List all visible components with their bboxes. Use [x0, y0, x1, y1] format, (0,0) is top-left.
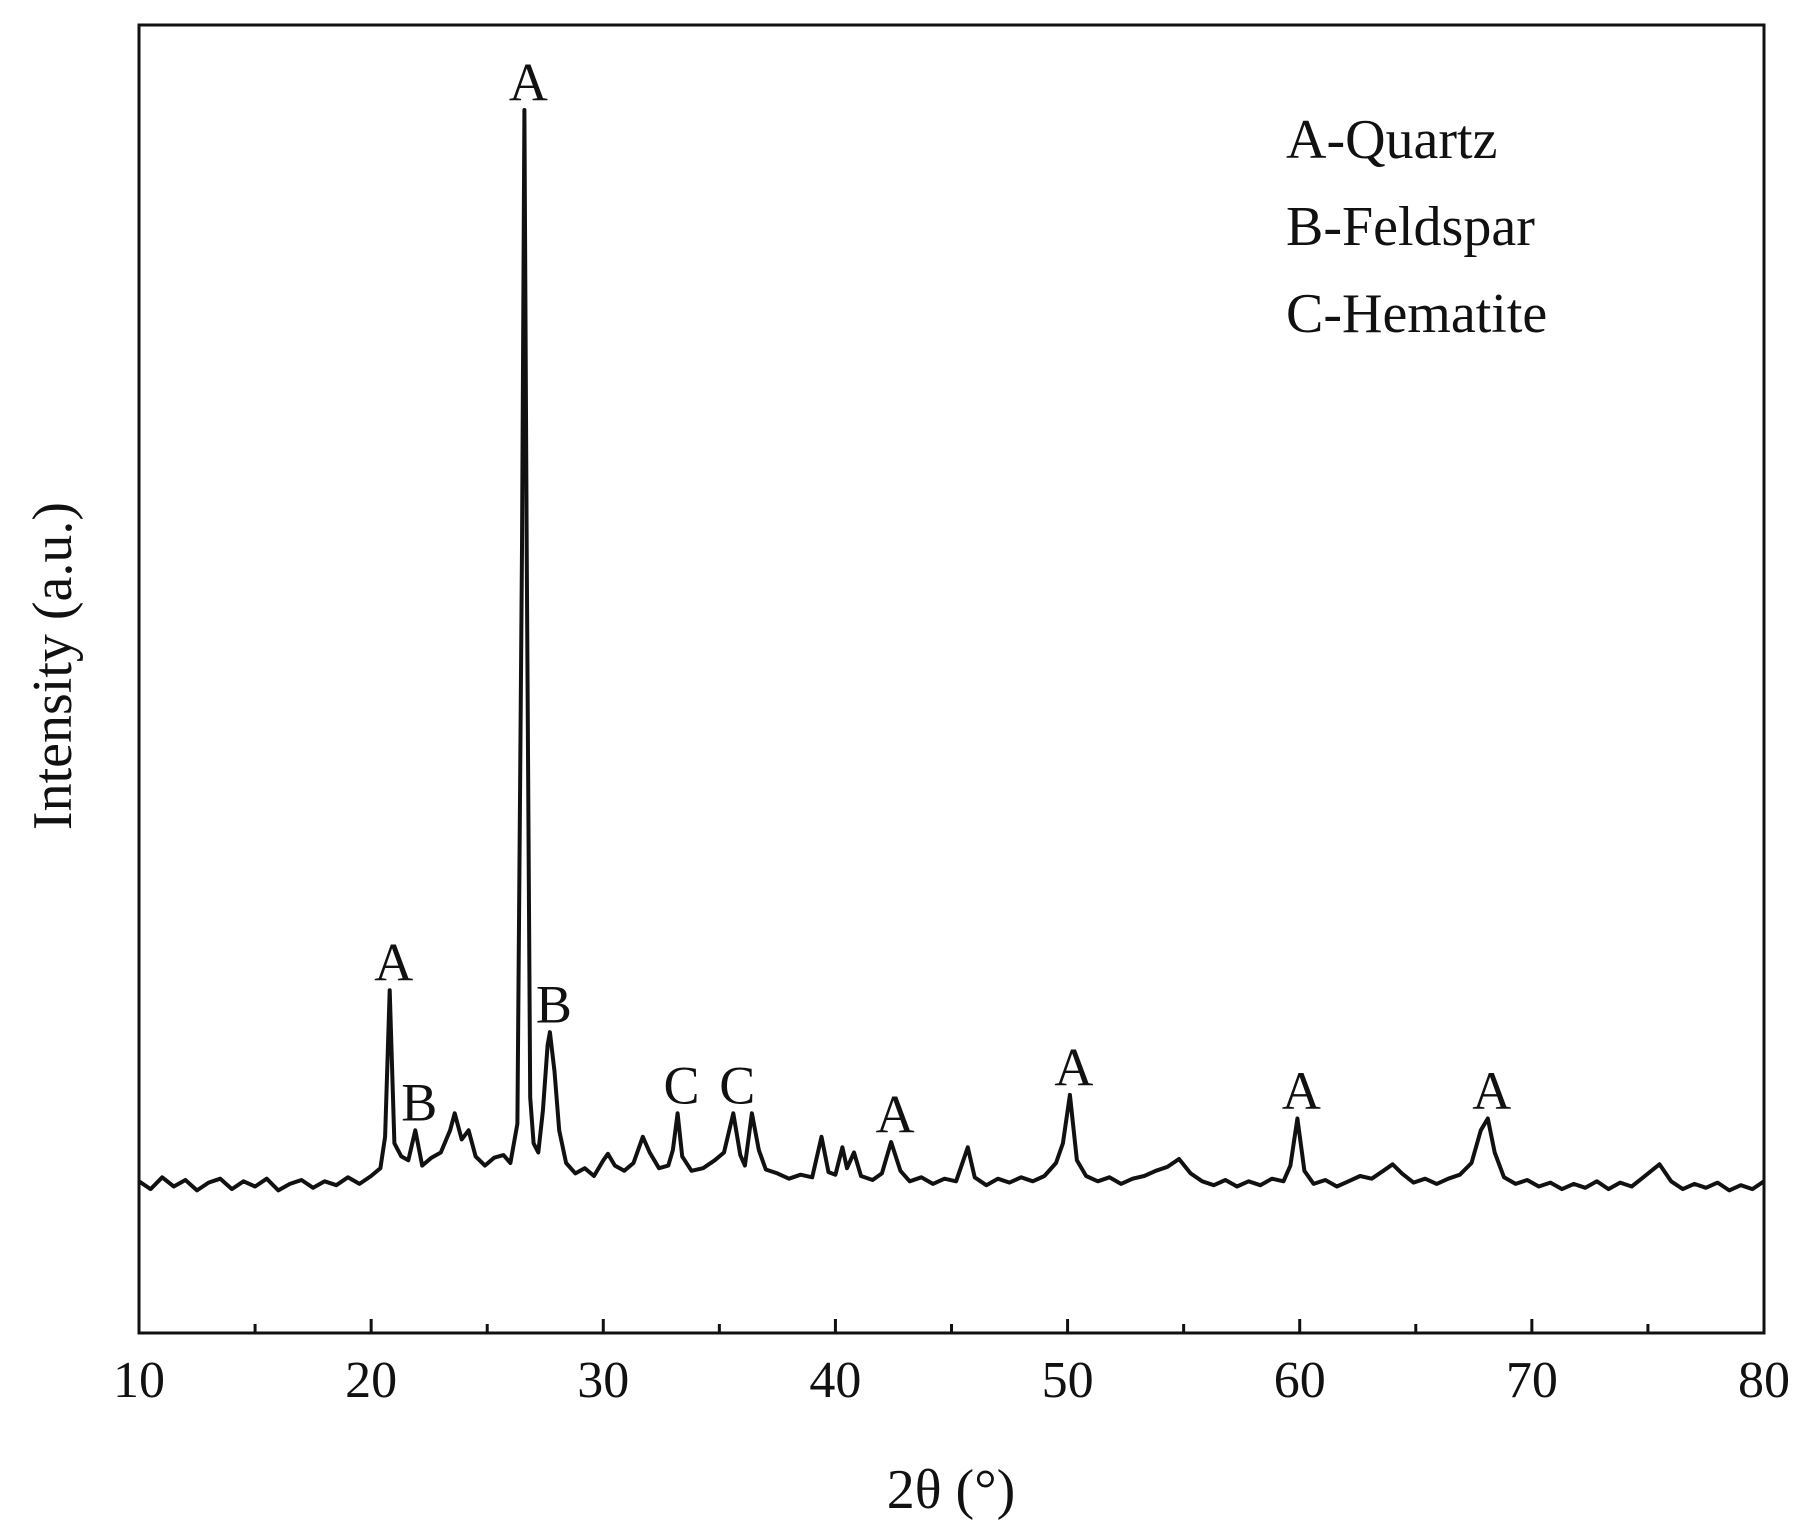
peak-label: A	[374, 933, 413, 993]
peak-label: C	[719, 1056, 755, 1116]
peak-label: B	[401, 1073, 437, 1133]
x-tick-label: 60	[1274, 1352, 1326, 1409]
peak-label: A	[509, 52, 548, 112]
peak-label: A	[876, 1084, 915, 1144]
peak-label: B	[536, 975, 572, 1035]
x-tick-label: 30	[577, 1352, 629, 1409]
x-tick-label: 80	[1738, 1352, 1790, 1409]
x-tick-label: 20	[345, 1352, 397, 1409]
x-axis-title: 2θ (°)	[887, 1459, 1016, 1521]
legend-text: B-Feldspar	[1286, 196, 1535, 258]
x-tick-label: 50	[1042, 1352, 1094, 1409]
peak-label: C	[664, 1056, 700, 1116]
legend-text: C-Hematite	[1286, 283, 1547, 345]
x-tick-label: 70	[1506, 1352, 1558, 1409]
peak-label: A	[1472, 1061, 1511, 1121]
x-tick-label: 40	[809, 1352, 861, 1409]
y-axis-title: Intensity (a.u.)	[22, 502, 84, 830]
peak-label: A	[1054, 1037, 1093, 1097]
pattern-line	[137, 108, 1766, 1193]
legend-text: A-Quartz	[1286, 109, 1497, 171]
x-tick-label: 10	[113, 1352, 165, 1409]
peak-label: A	[1282, 1061, 1321, 1121]
